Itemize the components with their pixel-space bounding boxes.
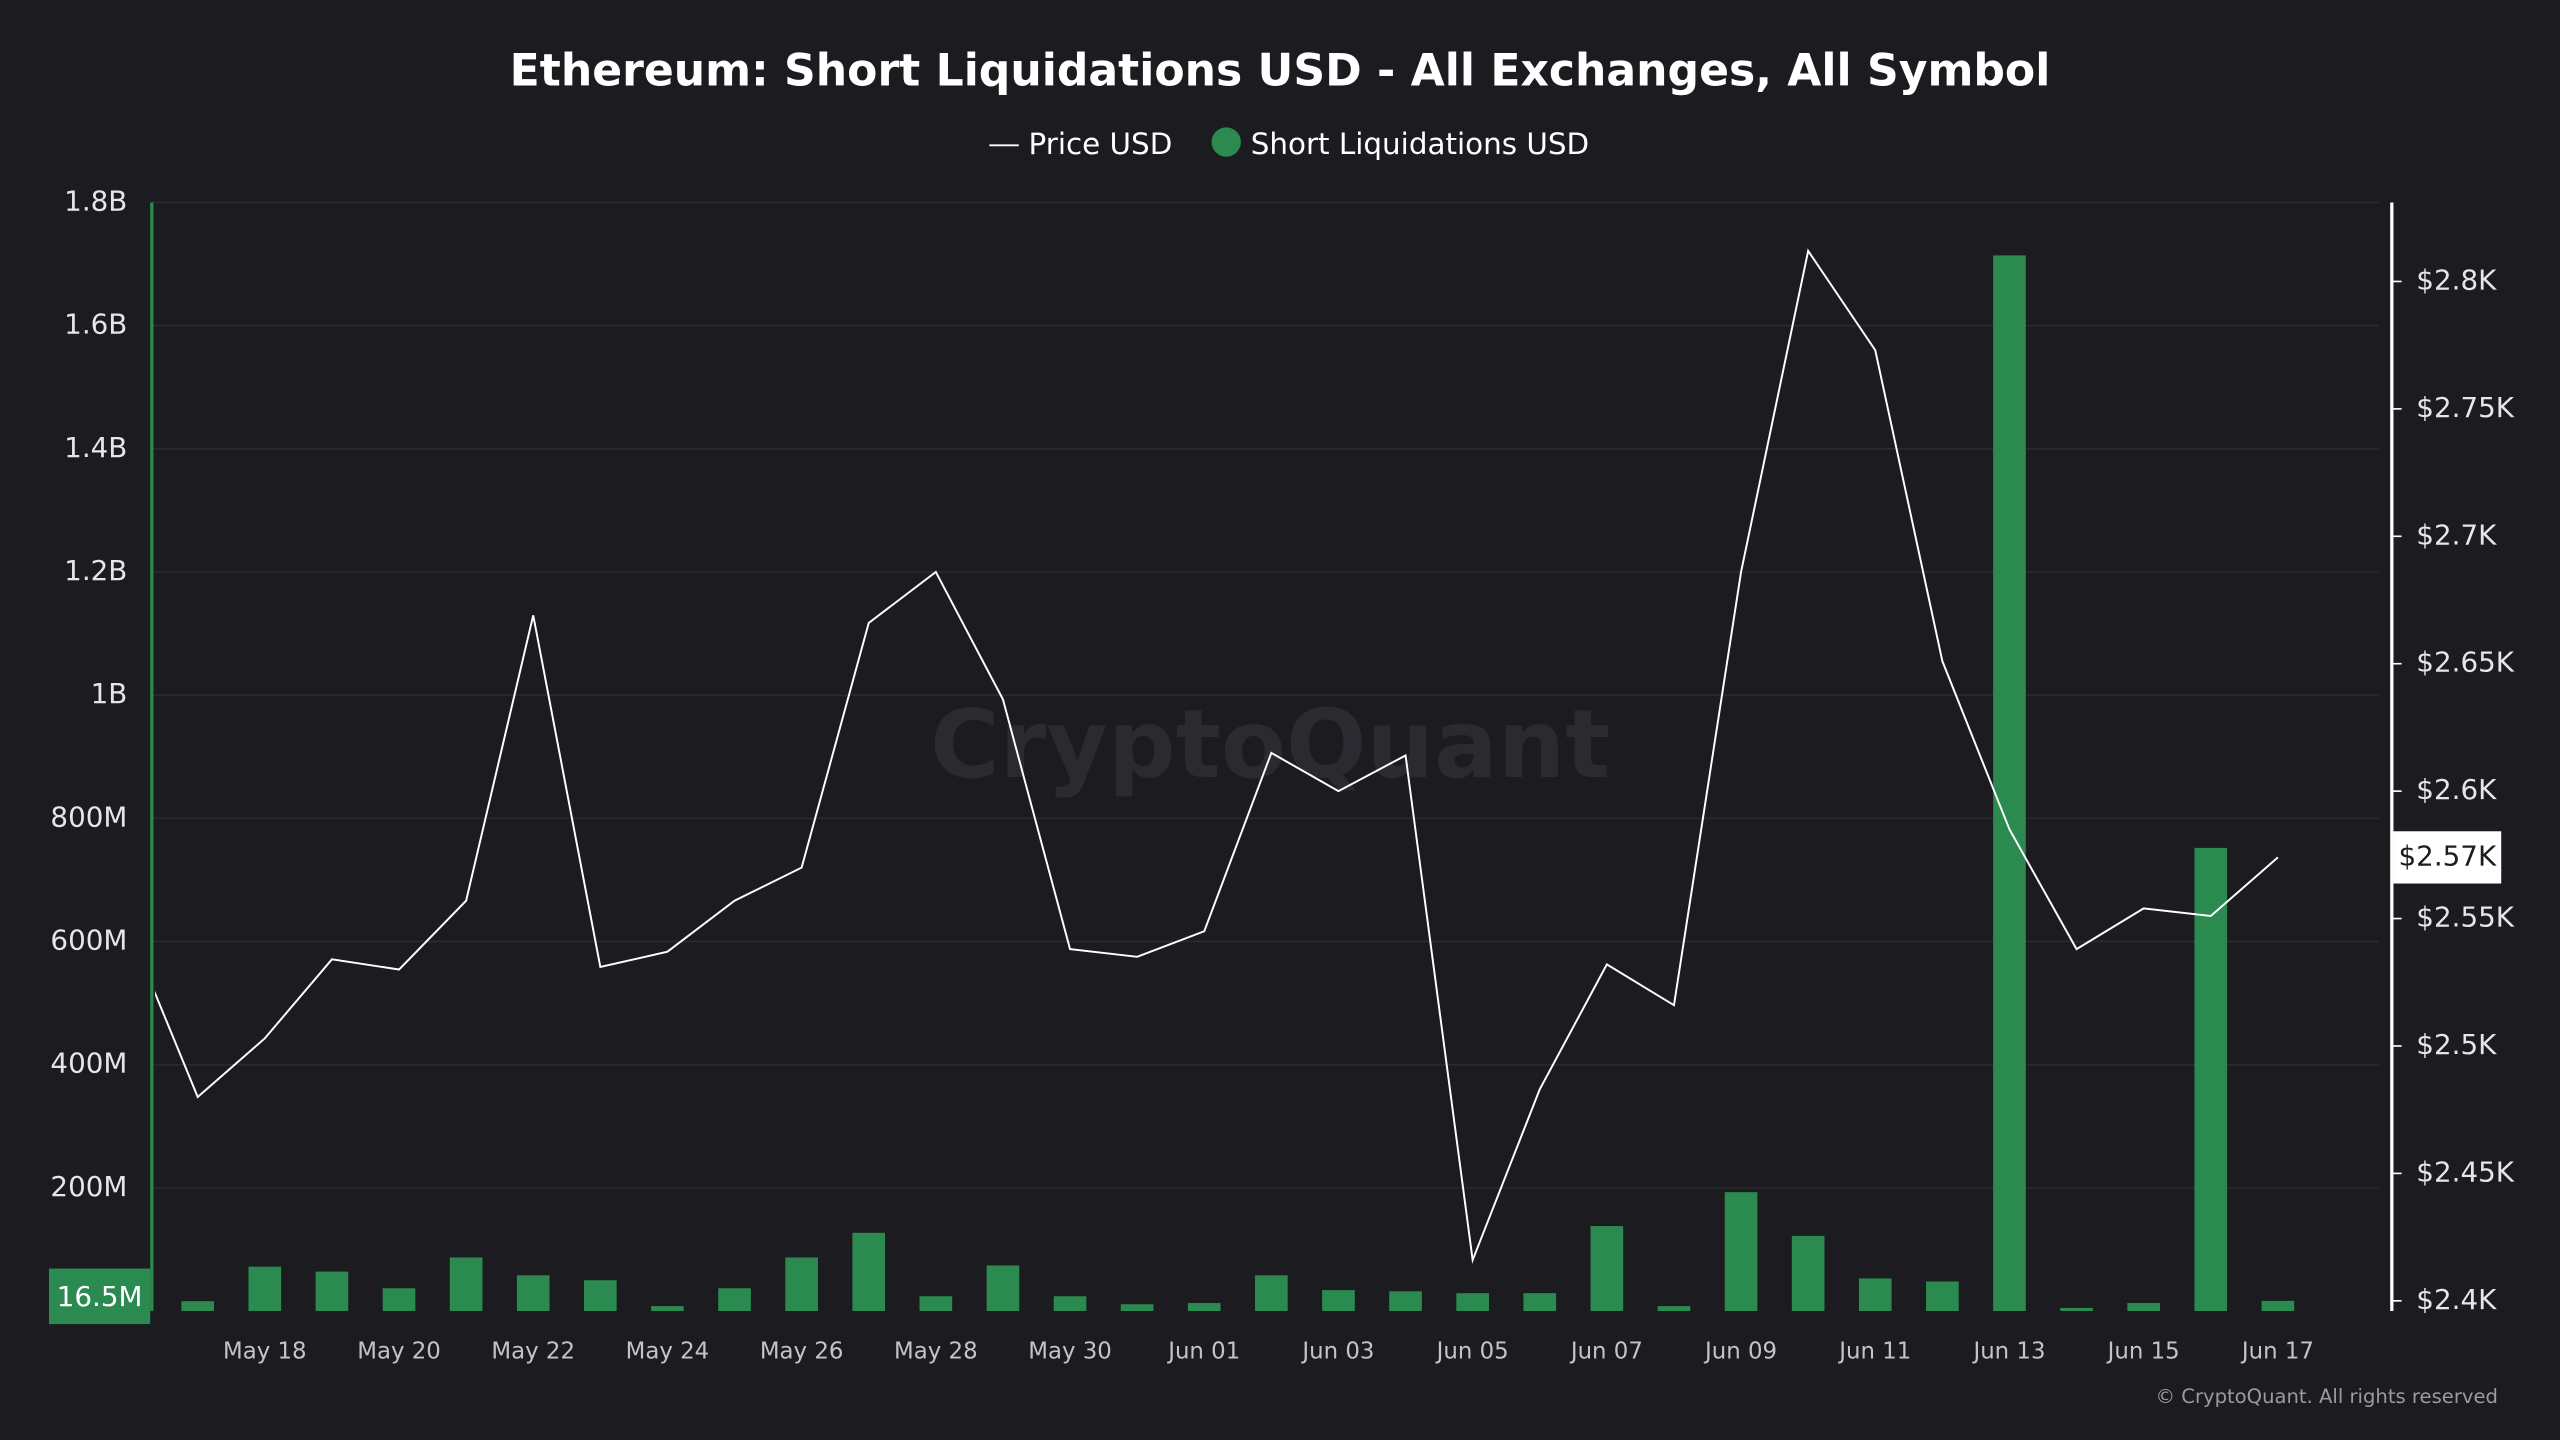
bar <box>584 1280 617 1312</box>
bar <box>2194 847 2228 1312</box>
x-tick-label: May 22 <box>491 1338 575 1364</box>
y2-tick-label: $2.55K <box>2416 901 2514 934</box>
bar <box>986 1265 1020 1312</box>
bar <box>516 1275 550 1312</box>
bar <box>1523 1293 1557 1312</box>
legend-label: Price USD <box>1029 127 1173 161</box>
bar <box>1389 1291 1422 1312</box>
y-tick-label: 1.2B <box>64 554 127 587</box>
x-tick-label: May 26 <box>760 1338 844 1364</box>
bar <box>1791 1235 1825 1312</box>
y-tick-label: 600M <box>50 923 127 956</box>
legend: Price USD Short Liquidations USD <box>989 127 1589 161</box>
x-tick-label: May 30 <box>1028 1338 1112 1364</box>
bar <box>1322 1290 1355 1312</box>
legend-label: Short Liquidations USD <box>1251 127 1589 161</box>
bar <box>181 1301 215 1312</box>
bar <box>1724 1192 1758 1312</box>
x-tick-label: Jun 09 <box>1703 1338 1777 1364</box>
x-tick-label: Jun 01 <box>1166 1338 1240 1364</box>
x-tick-label: Jun 03 <box>1300 1338 1374 1364</box>
legend-swatch <box>1211 127 1241 157</box>
x-tick-label: May 28 <box>894 1338 978 1364</box>
x-tick-label: May 18 <box>223 1338 307 1364</box>
bar <box>919 1296 953 1312</box>
value-badge <box>2393 831 2502 884</box>
y2-tick-label: $2.75K <box>2416 391 2514 424</box>
y-tick-label: 1.6B <box>64 308 127 341</box>
bar <box>1657 1306 1691 1312</box>
bar <box>1993 255 2026 1312</box>
bar <box>2127 1303 2160 1312</box>
value-label: 16.5M <box>57 1280 143 1313</box>
y-tick-label: 1.8B <box>64 184 127 217</box>
y2-tick-label: $2.6K <box>2416 773 2497 806</box>
y2-tick-label: $2.5K <box>2416 1028 2497 1061</box>
x-tick-label: May 24 <box>626 1338 710 1364</box>
x-tick-label: May 20 <box>357 1338 441 1364</box>
footer: © CryptoQuant. All rights reserved <box>2155 1385 2497 1408</box>
value-badge <box>48 1268 151 1325</box>
bar <box>315 1271 349 1312</box>
y2-tick-label: $2.4K <box>2416 1283 2497 1316</box>
bar <box>1187 1303 1221 1312</box>
x-tick-label: Jun 15 <box>2106 1338 2180 1364</box>
bar <box>651 1306 684 1312</box>
bar <box>1456 1293 1489 1312</box>
y2-tick-label: $2.45K <box>2416 1155 2514 1188</box>
bar <box>449 1257 483 1312</box>
y-tick-label: 400M <box>50 1047 127 1080</box>
x-tick-label: Jun 07 <box>1569 1338 1643 1364</box>
x-tick-label: Jun 11 <box>1837 1338 1911 1364</box>
y-tick-label: 200M <box>50 1170 127 1203</box>
x-tick-label: Jun 17 <box>2240 1338 2314 1364</box>
bar <box>718 1288 751 1312</box>
x-tick-label: Jun 05 <box>1435 1338 1509 1364</box>
y2-tick-label: $2.7K <box>2416 518 2497 551</box>
bar <box>1590 1226 1624 1312</box>
bar <box>248 1266 282 1312</box>
y2-tick-label: $2.8K <box>2416 263 2497 296</box>
bar <box>852 1232 886 1312</box>
y2-tick-label: $2.65K <box>2416 646 2514 679</box>
bar <box>785 1257 818 1312</box>
chart-title: Ethereum: Short Liquidations USD - All E… <box>510 45 2051 96</box>
bar <box>1120 1304 1154 1312</box>
y-tick-label: 800M <box>50 800 127 833</box>
watermark: CryptoQuant <box>930 690 1610 800</box>
bar <box>1858 1278 1892 1312</box>
bar <box>2060 1307 2093 1312</box>
price-line <box>155 248 2279 1264</box>
bar <box>382 1288 416 1312</box>
bar <box>1926 1281 1959 1312</box>
bar <box>1255 1275 1288 1312</box>
x-tick-label: Jun 13 <box>1971 1338 2045 1364</box>
bar <box>1053 1296 1087 1312</box>
y-tick-label: 1.4B <box>64 431 127 464</box>
y-tick-label: 1B <box>91 677 128 710</box>
bar <box>2261 1300 2295 1312</box>
value-label: $2.57K <box>2399 839 2497 872</box>
